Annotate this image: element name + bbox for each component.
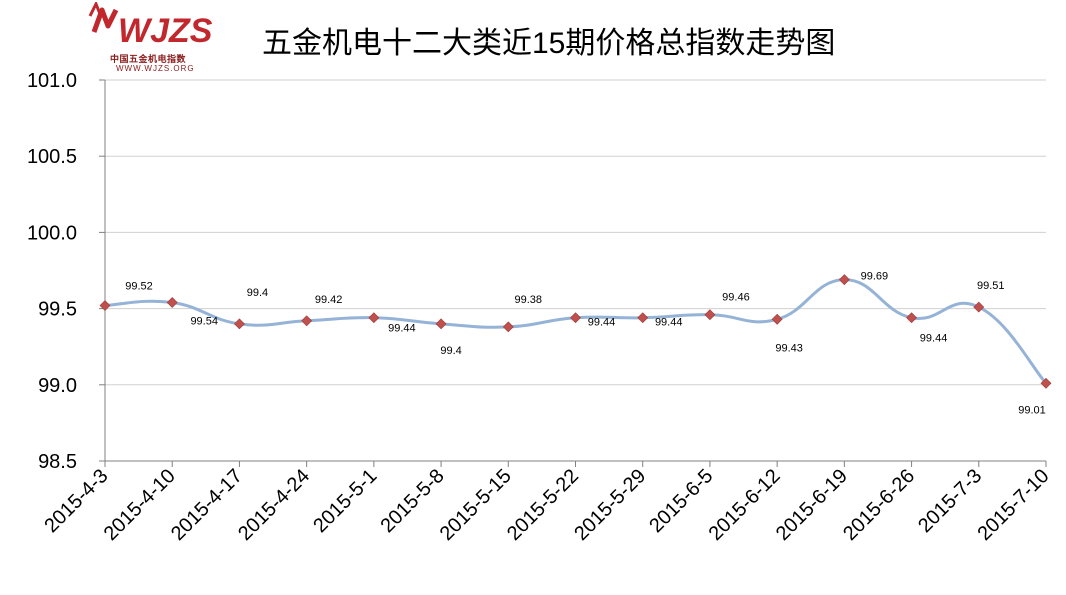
data-label: 99.44 — [920, 333, 948, 345]
data-label: 99.43 — [775, 342, 803, 354]
grid-lines — [105, 79, 1046, 386]
data-label: 99.52 — [125, 281, 153, 293]
y-tick-label: 101.0 — [27, 70, 77, 92]
x-tick-label: 2015-7-10 — [973, 465, 1053, 545]
x-tick-label: 2015-4-24 — [234, 465, 314, 545]
data-point — [166, 297, 178, 308]
data-label-group: 99.52 99.54 99.4 99.42 99.44 99.4 99.38 99.44 99… — [125, 271, 1046, 417]
x-tick-label: 2015-4-17 — [167, 465, 247, 545]
logo: WJZS 中国五金机电指数 WWW.WJZS.ORG — [88, 2, 218, 76]
logo-subtitle: 中国五金机电指数 — [110, 54, 187, 64]
data-label: 99.69 — [861, 271, 889, 283]
data-point — [973, 301, 985, 313]
logo-mark-text: WJZS — [118, 12, 213, 50]
y-axis-ticks: 98.5 99.0 99.5 100.0 100.5 101.0 — [27, 70, 77, 473]
data-label: 99.44 — [388, 323, 416, 335]
x-tick-label: 2015-5-22 — [503, 465, 583, 545]
data-point — [368, 312, 380, 324]
x-tick-label: 2015-5-29 — [570, 465, 650, 545]
y-tick-label: 98.5 — [38, 451, 77, 473]
data-point — [838, 274, 850, 286]
x-axis-ticks: 2015-4-32015-4-102015-4-172015-4-242015-… — [40, 465, 1053, 545]
x-tick-label: 2015-5-1 — [309, 465, 381, 537]
logo-url: WWW.WJZS.ORG — [116, 64, 195, 73]
series-line — [104, 278, 1048, 385]
data-point — [99, 300, 111, 311]
data-point — [1040, 377, 1052, 389]
data-label: 99.4 — [440, 345, 461, 357]
data-label: 99.38 — [515, 294, 543, 306]
data-point — [234, 318, 245, 330]
data-label: 99.51 — [977, 280, 1005, 292]
data-point — [435, 318, 447, 330]
data-point — [502, 321, 514, 333]
data-label: 99.54 — [190, 316, 218, 328]
y-tick-label: 99.0 — [38, 375, 77, 397]
logo-mark: WJZS — [88, 2, 213, 50]
data-label: 99.42 — [315, 294, 343, 306]
data-point — [771, 313, 783, 325]
series-line-group — [104, 278, 1048, 385]
x-tick-label: 2015-6-19 — [772, 465, 852, 545]
x-tick-label: 2015-6-12 — [705, 465, 785, 545]
data-label: 99.44 — [588, 317, 616, 329]
x-tick-label: 2015-5-15 — [436, 465, 516, 545]
data-label: 99.44 — [655, 317, 683, 329]
x-tick-label: 2015-6-26 — [839, 465, 919, 545]
data-point — [637, 312, 649, 324]
y-tick-label: 100.5 — [27, 146, 77, 168]
y-tick-label: 100.0 — [27, 222, 77, 244]
data-label: 99.01 — [1018, 404, 1046, 416]
data-point — [301, 315, 313, 327]
x-tick-label: 2015-4-10 — [100, 465, 180, 545]
data-label: 99.46 — [722, 292, 750, 304]
y-tick-label: 99.5 — [38, 299, 77, 321]
data-point — [704, 309, 716, 321]
marker-group — [99, 274, 1052, 389]
data-point — [570, 312, 581, 324]
chart-title: 五金机电十二大类近15期价格总指数走势图 — [262, 27, 836, 60]
data-label: 99.4 — [247, 287, 268, 299]
data-point — [906, 312, 917, 324]
axes — [99, 79, 1047, 467]
